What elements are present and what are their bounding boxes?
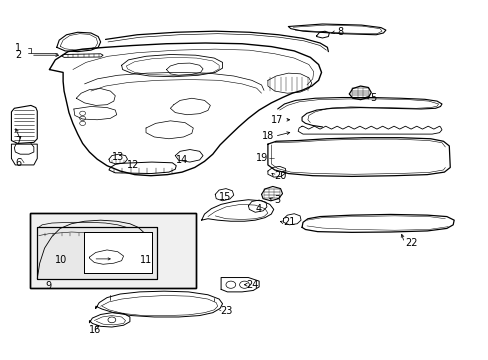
Text: 17: 17 [270, 115, 283, 125]
Text: 7: 7 [15, 136, 21, 146]
Text: 11: 11 [140, 255, 152, 265]
Text: 23: 23 [220, 306, 232, 316]
Text: 13: 13 [112, 152, 124, 162]
Text: 18: 18 [261, 131, 273, 141]
Text: 1: 1 [15, 43, 21, 53]
Text: 9: 9 [45, 281, 51, 291]
Text: 15: 15 [219, 192, 231, 202]
Bar [83, 232, 152, 273]
Text: 21: 21 [283, 217, 295, 227]
Text: 2: 2 [15, 50, 21, 60]
Bar [83, 232, 152, 273]
Text: 14: 14 [176, 155, 188, 165]
Text: 19: 19 [255, 153, 267, 163]
Text: 10: 10 [55, 255, 67, 265]
Bar [30, 213, 195, 288]
Text: 20: 20 [274, 171, 286, 181]
Text: 8: 8 [336, 27, 343, 37]
Text: 24: 24 [246, 280, 258, 290]
Text: 16: 16 [89, 325, 102, 335]
Text: 3: 3 [274, 195, 280, 205]
Text: 22: 22 [405, 238, 417, 248]
Bar [37, 226, 157, 279]
Text: 4: 4 [255, 204, 261, 215]
Text: 6: 6 [15, 158, 21, 168]
Text: 5: 5 [369, 93, 376, 103]
Bar [30, 213, 195, 288]
Text: 12: 12 [126, 160, 139, 170]
Bar [37, 226, 157, 279]
